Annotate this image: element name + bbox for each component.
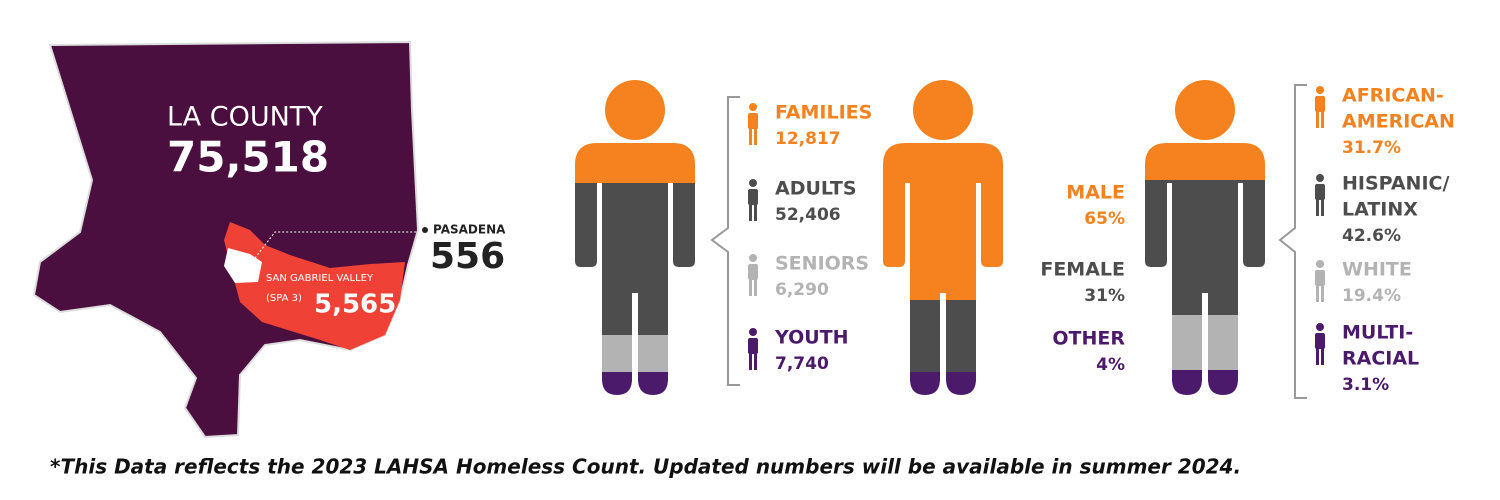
icon-head <box>1316 260 1324 268</box>
figure-body <box>1145 143 1265 395</box>
group-label: LATINX <box>1342 199 1418 221</box>
group-label: AMERICAN <box>1342 111 1455 133</box>
region-map <box>224 222 405 350</box>
icon-body <box>1315 270 1325 286</box>
group-value: 3.1% <box>1342 375 1389 395</box>
person-icon <box>1315 323 1325 365</box>
figure-band <box>1145 315 1265 370</box>
group-label: WHITE <box>1342 259 1412 281</box>
group-value: 19.4% <box>1342 286 1401 306</box>
leader-line <box>254 231 420 259</box>
figure-band <box>883 143 1003 300</box>
icon-head <box>749 179 757 187</box>
map-title: LA COUNTY <box>167 102 323 133</box>
icon-leg <box>1316 284 1319 302</box>
person-icon <box>748 179 758 221</box>
map-total: 75,518 <box>167 133 329 182</box>
figure-band <box>883 300 1003 372</box>
figure-body <box>883 143 1003 395</box>
region-sub: (SPA 3) <box>266 293 302 304</box>
icon-leg <box>1321 198 1324 216</box>
figure-band <box>1145 180 1265 315</box>
group-label: YOUTH <box>774 327 849 349</box>
group-label: SENIORS <box>775 253 869 275</box>
icon-leg <box>754 352 757 370</box>
group-label: HISPANIC/ <box>1342 173 1449 195</box>
city-dot <box>422 227 428 233</box>
icon-body <box>748 113 758 129</box>
group-label: MALE <box>1066 182 1125 204</box>
icon-leg <box>1321 284 1324 302</box>
person-icon <box>748 254 758 296</box>
group-value: 6,290 <box>775 280 829 300</box>
icon-leg <box>749 203 752 221</box>
region-name: SAN GABRIEL VALLEY <box>266 273 374 284</box>
icon-leg <box>749 127 752 145</box>
city-value: 556 <box>430 236 505 277</box>
figure-band <box>575 372 695 395</box>
icon-head <box>749 103 757 111</box>
city-name: PASADENA <box>433 223 506 237</box>
region-value: 5,565 <box>314 290 396 320</box>
icon-leg <box>749 278 752 296</box>
group-label: ADULTS <box>775 178 857 200</box>
group-label: FAMILIES <box>775 102 872 124</box>
icon-body <box>1315 333 1325 349</box>
group-label: OTHER <box>1052 328 1125 350</box>
icon-body <box>1315 184 1325 200</box>
figure-body <box>575 143 695 395</box>
icon-body <box>748 264 758 280</box>
figure-band <box>575 183 695 335</box>
icon-leg <box>754 278 757 296</box>
figure-band <box>575 335 695 372</box>
group-label: MULTI- <box>1342 322 1413 344</box>
group-value: 42.6% <box>1342 226 1401 246</box>
icon-body <box>748 338 758 354</box>
city-map <box>224 248 262 283</box>
icon-leg <box>1316 347 1319 365</box>
icon-leg <box>754 127 757 145</box>
group-value: 65% <box>1084 209 1125 229</box>
group-label: RACIAL <box>1342 348 1419 370</box>
icon-head <box>749 328 757 336</box>
person-icon <box>748 328 758 370</box>
icon-leg <box>1316 198 1319 216</box>
person-icon <box>748 103 758 145</box>
icon-leg <box>754 203 757 221</box>
icon-leg <box>1316 110 1319 128</box>
icon-head <box>1316 323 1324 331</box>
person-icon <box>1315 174 1325 216</box>
figure-band <box>1145 143 1265 180</box>
bracket <box>710 96 740 386</box>
group-value: 4% <box>1096 355 1125 375</box>
figure-head <box>1175 80 1235 140</box>
person-icon <box>1315 260 1325 302</box>
group-value: 7,740 <box>775 354 829 374</box>
icon-head <box>749 254 757 262</box>
group-value: 12,817 <box>775 129 841 149</box>
group-value: 52,406 <box>775 205 841 225</box>
icon-body <box>748 189 758 205</box>
figure-band <box>1145 370 1265 395</box>
figure-head <box>605 80 665 140</box>
icon-body <box>1315 96 1325 112</box>
figure-band <box>883 372 1003 395</box>
footnote: *This Data reflects the 2023 LAHSA Homel… <box>50 455 1241 479</box>
group-label: AFRICAN- <box>1342 85 1444 107</box>
person-icon <box>1315 86 1325 128</box>
icon-leg <box>749 352 752 370</box>
icon-leg <box>1321 110 1324 128</box>
group-value: 31.7% <box>1342 138 1401 158</box>
icon-head <box>1316 86 1324 94</box>
figure-head <box>913 80 973 140</box>
group-label: FEMALE <box>1040 259 1125 281</box>
bracket <box>1278 84 1307 399</box>
figure-band <box>575 143 695 183</box>
group-value: 31% <box>1084 286 1125 306</box>
icon-head <box>1316 174 1324 182</box>
icon-leg <box>1321 347 1324 365</box>
